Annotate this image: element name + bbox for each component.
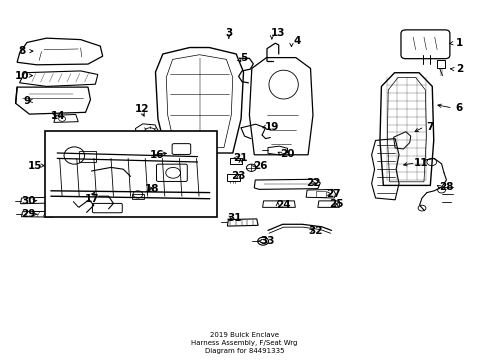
Text: 1: 1 <box>455 38 462 48</box>
Text: 31: 31 <box>227 213 242 223</box>
Text: 19: 19 <box>264 122 279 132</box>
Text: 24: 24 <box>276 200 290 210</box>
Bar <box>436 60 444 68</box>
Text: 12: 12 <box>134 104 149 114</box>
Text: 16: 16 <box>150 150 164 160</box>
Text: 22: 22 <box>305 178 320 188</box>
Text: 15: 15 <box>28 161 42 171</box>
Text: 28: 28 <box>438 182 452 192</box>
Text: 30: 30 <box>21 196 36 206</box>
Text: 14: 14 <box>50 111 65 121</box>
Bar <box>79 151 96 162</box>
Text: 18: 18 <box>144 184 159 194</box>
Text: 32: 32 <box>307 226 322 236</box>
Text: 7: 7 <box>426 122 433 132</box>
Text: 29: 29 <box>21 209 36 219</box>
Bar <box>226 174 239 181</box>
Text: 17: 17 <box>84 194 99 204</box>
Text: 25: 25 <box>328 199 343 210</box>
Bar <box>229 158 241 164</box>
Text: 26: 26 <box>252 161 267 171</box>
Bar <box>45 131 217 217</box>
Text: 21: 21 <box>233 153 247 163</box>
Text: 13: 13 <box>270 28 285 38</box>
Text: 5: 5 <box>240 53 246 63</box>
Text: 11: 11 <box>413 158 428 168</box>
Bar <box>132 194 144 199</box>
Text: 2: 2 <box>455 64 462 74</box>
Text: 9: 9 <box>23 96 30 106</box>
Text: 3: 3 <box>225 28 232 38</box>
Text: 8: 8 <box>19 46 25 56</box>
Text: 10: 10 <box>15 71 29 81</box>
Bar <box>315 191 325 197</box>
Text: 20: 20 <box>280 149 294 159</box>
Text: 23: 23 <box>231 171 245 181</box>
Text: 27: 27 <box>325 189 340 199</box>
Text: 2019 Buick Enclave
Harness Assembly, F/Seat Wrg
Diagram for 84491335: 2019 Buick Enclave Harness Assembly, F/S… <box>191 332 297 354</box>
Text: 4: 4 <box>293 36 301 46</box>
Text: 6: 6 <box>454 103 461 113</box>
Text: 33: 33 <box>260 236 275 246</box>
